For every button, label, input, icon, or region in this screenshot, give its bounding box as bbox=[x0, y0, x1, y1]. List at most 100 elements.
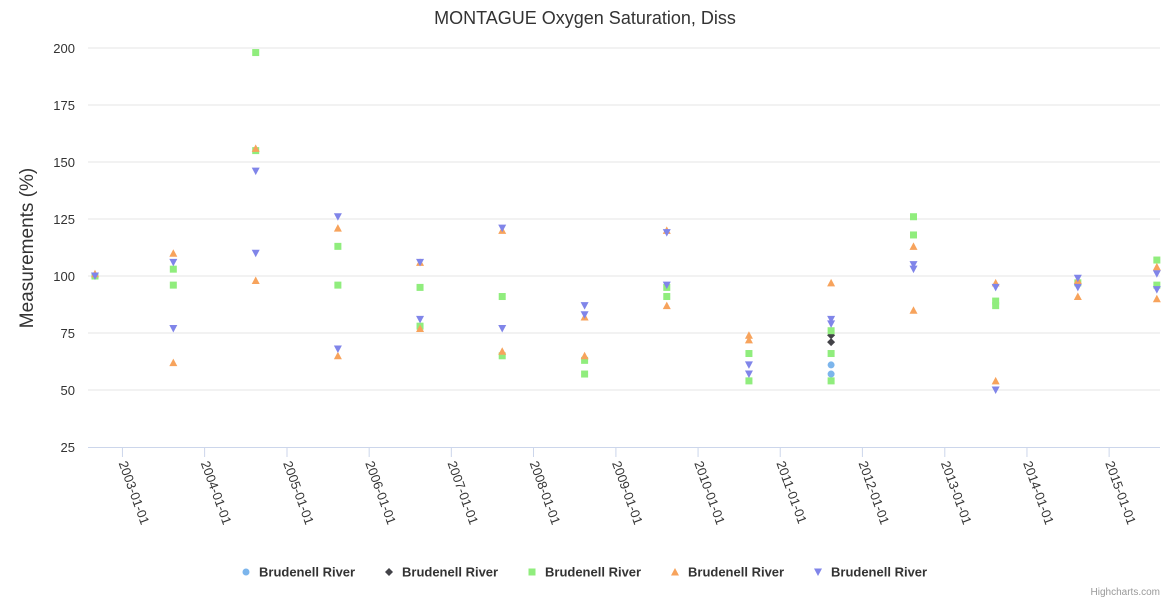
data-point[interactable] bbox=[744, 370, 753, 379]
data-point[interactable] bbox=[991, 283, 1000, 292]
legend-label: Brudenell River bbox=[831, 565, 927, 580]
legend-marker[interactable] bbox=[242, 568, 250, 576]
data-point[interactable] bbox=[169, 249, 178, 257]
data-point[interactable] bbox=[909, 261, 918, 269]
data-point[interactable] bbox=[90, 272, 99, 281]
legend-item-1[interactable]: Brudenell River bbox=[242, 565, 356, 580]
data-point[interactable] bbox=[827, 361, 835, 369]
data-point[interactable] bbox=[662, 281, 671, 290]
data-point[interactable] bbox=[1152, 270, 1161, 278]
legend-item-5[interactable]: Brudenell River bbox=[814, 565, 927, 580]
data-point[interactable] bbox=[416, 258, 425, 267]
data-points bbox=[90, 49, 1161, 395]
data-point[interactable] bbox=[909, 213, 917, 221]
data-point[interactable] bbox=[745, 377, 753, 385]
data-point[interactable] bbox=[333, 345, 342, 353]
data-point[interactable] bbox=[169, 324, 178, 333]
legend-item-4[interactable]: Brudenell River bbox=[671, 565, 784, 580]
data-point[interactable] bbox=[1153, 256, 1161, 264]
data-point[interactable] bbox=[1152, 294, 1161, 303]
data-point[interactable] bbox=[169, 258, 178, 267]
data-point[interactable] bbox=[169, 358, 178, 367]
data-point[interactable] bbox=[416, 283, 424, 291]
data-point[interactable] bbox=[827, 320, 836, 328]
y-tick-label: 50 bbox=[61, 383, 75, 398]
data-point[interactable] bbox=[909, 231, 917, 239]
data-point[interactable] bbox=[662, 229, 671, 237]
data-point[interactable] bbox=[251, 167, 260, 176]
legend: Brudenell River Brudenell River Brudenell … bbox=[242, 565, 927, 580]
legend-item-2[interactable]: Brudenell River bbox=[385, 565, 498, 580]
legend-marker[interactable] bbox=[528, 568, 536, 576]
series-5 bbox=[90, 167, 1161, 395]
y-tick-label: 100 bbox=[53, 269, 75, 284]
data-point[interactable] bbox=[991, 376, 1000, 385]
data-point[interactable] bbox=[333, 351, 342, 360]
data-point[interactable] bbox=[745, 350, 753, 358]
data-point[interactable] bbox=[827, 370, 835, 378]
data-point[interactable] bbox=[498, 347, 507, 355]
data-point[interactable] bbox=[252, 49, 260, 57]
data-point[interactable] bbox=[581, 370, 589, 378]
y-tick-label: 75 bbox=[61, 326, 75, 341]
data-point[interactable] bbox=[498, 352, 506, 360]
data-point[interactable] bbox=[416, 324, 425, 332]
data-point[interactable] bbox=[827, 327, 835, 335]
data-point[interactable] bbox=[744, 331, 753, 339]
data-point[interactable] bbox=[827, 338, 836, 347]
data-point[interactable] bbox=[169, 281, 177, 289]
legend-marker[interactable] bbox=[814, 568, 822, 577]
data-point[interactable] bbox=[1153, 281, 1161, 289]
data-point[interactable] bbox=[827, 278, 836, 287]
data-point[interactable] bbox=[581, 356, 589, 364]
data-point[interactable] bbox=[909, 242, 918, 250]
legend-marker[interactable] bbox=[671, 568, 679, 576]
legend-item-3[interactable]: Brudenell River bbox=[528, 565, 642, 580]
data-point[interactable] bbox=[251, 276, 260, 285]
y-tick-label: 200 bbox=[53, 41, 75, 56]
grid-lines bbox=[88, 47, 1160, 391]
data-point[interactable] bbox=[744, 335, 753, 344]
data-point[interactable] bbox=[827, 350, 835, 358]
data-point[interactable] bbox=[580, 311, 589, 319]
data-point[interactable] bbox=[498, 293, 506, 301]
data-point[interactable] bbox=[992, 302, 1000, 310]
credits-link[interactable]: Highcharts.com bbox=[1091, 587, 1160, 598]
data-point[interactable] bbox=[827, 315, 836, 324]
data-point[interactable] bbox=[1152, 286, 1161, 294]
data-point[interactable] bbox=[662, 301, 671, 310]
data-point[interactable] bbox=[663, 293, 671, 301]
data-point[interactable] bbox=[1152, 262, 1161, 271]
data-point[interactable] bbox=[1073, 292, 1082, 301]
y-tick-label: 175 bbox=[53, 98, 75, 113]
data-point[interactable] bbox=[333, 213, 342, 221]
data-point[interactable] bbox=[909, 306, 918, 314]
data-point[interactable] bbox=[333, 224, 342, 232]
data-point[interactable] bbox=[580, 302, 589, 310]
data-point[interactable] bbox=[1073, 283, 1082, 292]
data-point[interactable] bbox=[992, 297, 1000, 305]
data-point[interactable] bbox=[991, 386, 1000, 395]
data-point[interactable] bbox=[334, 242, 342, 250]
data-point[interactable] bbox=[169, 265, 177, 273]
legend-label: Brudenell River bbox=[259, 565, 355, 580]
data-point[interactable] bbox=[909, 265, 918, 274]
data-point[interactable] bbox=[416, 315, 425, 324]
data-point[interactable] bbox=[827, 377, 835, 385]
data-point[interactable] bbox=[251, 249, 260, 258]
data-point[interactable] bbox=[1073, 274, 1082, 283]
chart-title: MONTAGUE Oxygen Saturation, Diss bbox=[434, 8, 736, 28]
data-point[interactable] bbox=[334, 281, 342, 289]
data-point[interactable] bbox=[251, 144, 260, 152]
legend-marker[interactable] bbox=[385, 568, 393, 576]
data-point[interactable] bbox=[498, 324, 507, 333]
data-point[interactable] bbox=[580, 351, 589, 360]
legend-label: Brudenell River bbox=[688, 565, 784, 580]
y-tick-label: 25 bbox=[61, 440, 75, 455]
data-point[interactable] bbox=[744, 361, 753, 369]
y-tick-label: 150 bbox=[53, 155, 75, 170]
data-point[interactable] bbox=[498, 224, 507, 233]
